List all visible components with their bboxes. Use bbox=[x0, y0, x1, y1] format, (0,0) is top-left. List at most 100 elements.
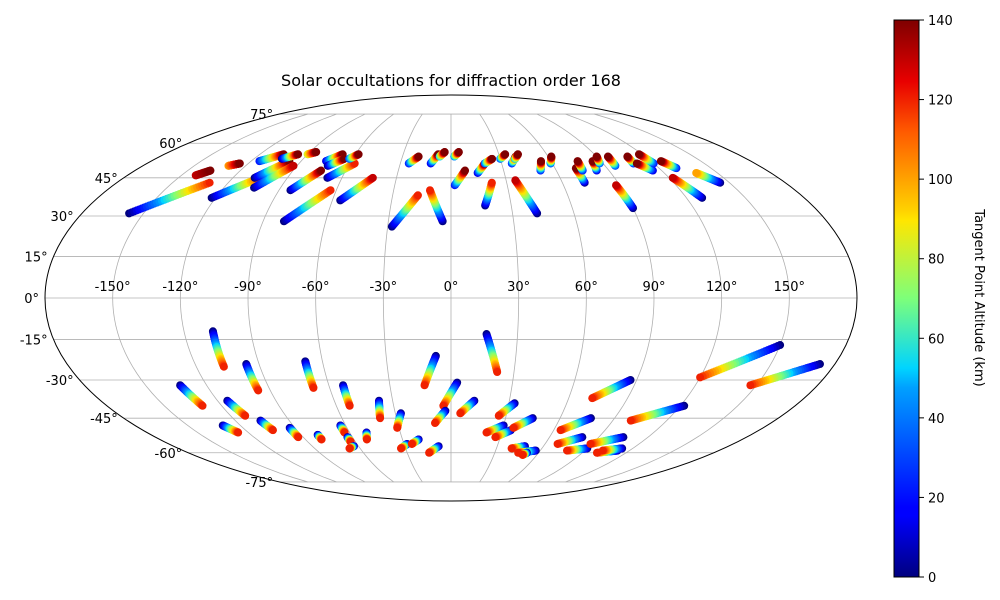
occultation-track bbox=[404, 152, 423, 168]
occultation-track bbox=[573, 157, 587, 175]
occultation-track bbox=[746, 360, 824, 390]
latitude-tick-labels: -75° -60° -45° -30° -15° 0° 15° 30° 45° 60° 75° bbox=[20, 108, 273, 491]
map-boundary bbox=[44, 94, 858, 502]
track-point bbox=[235, 159, 244, 168]
track-point bbox=[294, 433, 303, 442]
track-point bbox=[547, 152, 556, 161]
occultation-track bbox=[439, 378, 462, 410]
track-point bbox=[634, 150, 643, 159]
colorbar-ticks: 0 20 40 60 80 100 120 140 bbox=[919, 14, 953, 586]
latitude-tick-label: -75° bbox=[245, 476, 273, 491]
track-point bbox=[668, 173, 677, 182]
colorbar-label: Tangent Point Altitude (km) bbox=[971, 208, 986, 386]
meridian-line bbox=[536, 113, 655, 483]
occultation-track bbox=[345, 150, 363, 163]
track-point bbox=[518, 450, 527, 459]
occultation-track bbox=[692, 168, 725, 187]
longitude-tick-label: -60° bbox=[302, 280, 330, 295]
track-point bbox=[482, 428, 491, 437]
track-point bbox=[563, 446, 572, 455]
track-point bbox=[241, 411, 250, 420]
colorbar-tick-label: 20 bbox=[928, 491, 945, 506]
occultation-track bbox=[494, 399, 519, 420]
occultation-track bbox=[125, 178, 214, 218]
track-point bbox=[376, 414, 385, 423]
colorbar-tick-label: 40 bbox=[928, 412, 945, 427]
occultation-track bbox=[336, 173, 377, 205]
track-point bbox=[234, 428, 243, 437]
occultation-track bbox=[224, 159, 244, 170]
latitude-tick-label: 15° bbox=[25, 250, 48, 265]
occultation-track bbox=[407, 435, 423, 448]
occultation-track bbox=[496, 150, 510, 163]
colorbar-gradient bbox=[893, 19, 920, 578]
track-point bbox=[289, 161, 298, 170]
track-point bbox=[254, 386, 263, 395]
track-point bbox=[393, 423, 402, 432]
track-point bbox=[696, 373, 705, 382]
occultation-track bbox=[482, 330, 502, 377]
occultation-track bbox=[634, 150, 658, 168]
occultation-track bbox=[626, 401, 689, 425]
occultation-track bbox=[223, 396, 250, 420]
track-point bbox=[656, 157, 665, 166]
occultation-track bbox=[301, 357, 318, 392]
track-point bbox=[413, 191, 422, 200]
longitude-tick-labels: -150° -120° -90° -60° -30° 0° 30° 60° 90° 120° 150… bbox=[95, 280, 805, 295]
latitude-tick-label: -60° bbox=[155, 447, 183, 462]
occultation-track bbox=[556, 414, 595, 435]
track-point bbox=[536, 157, 545, 166]
track-point bbox=[368, 173, 377, 182]
occultation-track bbox=[208, 327, 228, 371]
track-point bbox=[354, 150, 363, 159]
track-point bbox=[488, 154, 497, 163]
occultation-tracks bbox=[125, 148, 824, 459]
colorbar-tick-label: 140 bbox=[928, 14, 953, 29]
occultation-track bbox=[279, 186, 335, 226]
track-point bbox=[431, 419, 440, 428]
occultation-track bbox=[588, 376, 635, 403]
track-point bbox=[603, 152, 612, 161]
occultation-track bbox=[336, 421, 349, 437]
occultation-track bbox=[362, 428, 371, 444]
occultation-track bbox=[256, 416, 277, 435]
track-point bbox=[425, 448, 434, 457]
occultation-track bbox=[303, 148, 321, 159]
track-point bbox=[345, 401, 354, 410]
occultation-track bbox=[286, 166, 326, 195]
occultation-track bbox=[536, 157, 545, 175]
occultation-track bbox=[242, 360, 263, 395]
track-point bbox=[420, 381, 429, 390]
track-point bbox=[501, 150, 510, 159]
longitude-tick-label: -150° bbox=[95, 280, 131, 295]
latitude-tick-label: 0° bbox=[24, 292, 39, 307]
occultation-track bbox=[450, 166, 470, 190]
occultation-track bbox=[518, 448, 531, 459]
occultation-track bbox=[656, 157, 681, 173]
occultation-track bbox=[375, 396, 385, 423]
occultation-track bbox=[632, 159, 657, 175]
occultation-track bbox=[218, 421, 243, 437]
occultation-track bbox=[339, 381, 354, 410]
track-point bbox=[586, 439, 595, 448]
track-point bbox=[414, 152, 423, 161]
occultation-track bbox=[668, 173, 707, 202]
occultation-track bbox=[509, 414, 537, 432]
track-point bbox=[632, 159, 641, 168]
longitude-tick-label: 120° bbox=[706, 280, 737, 295]
track-point bbox=[317, 435, 326, 444]
track-point bbox=[494, 411, 503, 420]
occultation-track bbox=[435, 148, 449, 161]
track-point bbox=[425, 186, 434, 195]
track-point bbox=[573, 157, 582, 166]
track-point bbox=[326, 186, 335, 195]
track-point bbox=[312, 148, 321, 157]
track-point bbox=[592, 152, 601, 161]
longitude-tick-label: 60° bbox=[575, 280, 598, 295]
colorbar-tick-label: 100 bbox=[928, 173, 953, 188]
occultation-track bbox=[191, 166, 215, 180]
track-point bbox=[309, 383, 318, 392]
occultation-track bbox=[603, 152, 620, 170]
longitude-tick-label: 150° bbox=[774, 280, 805, 295]
